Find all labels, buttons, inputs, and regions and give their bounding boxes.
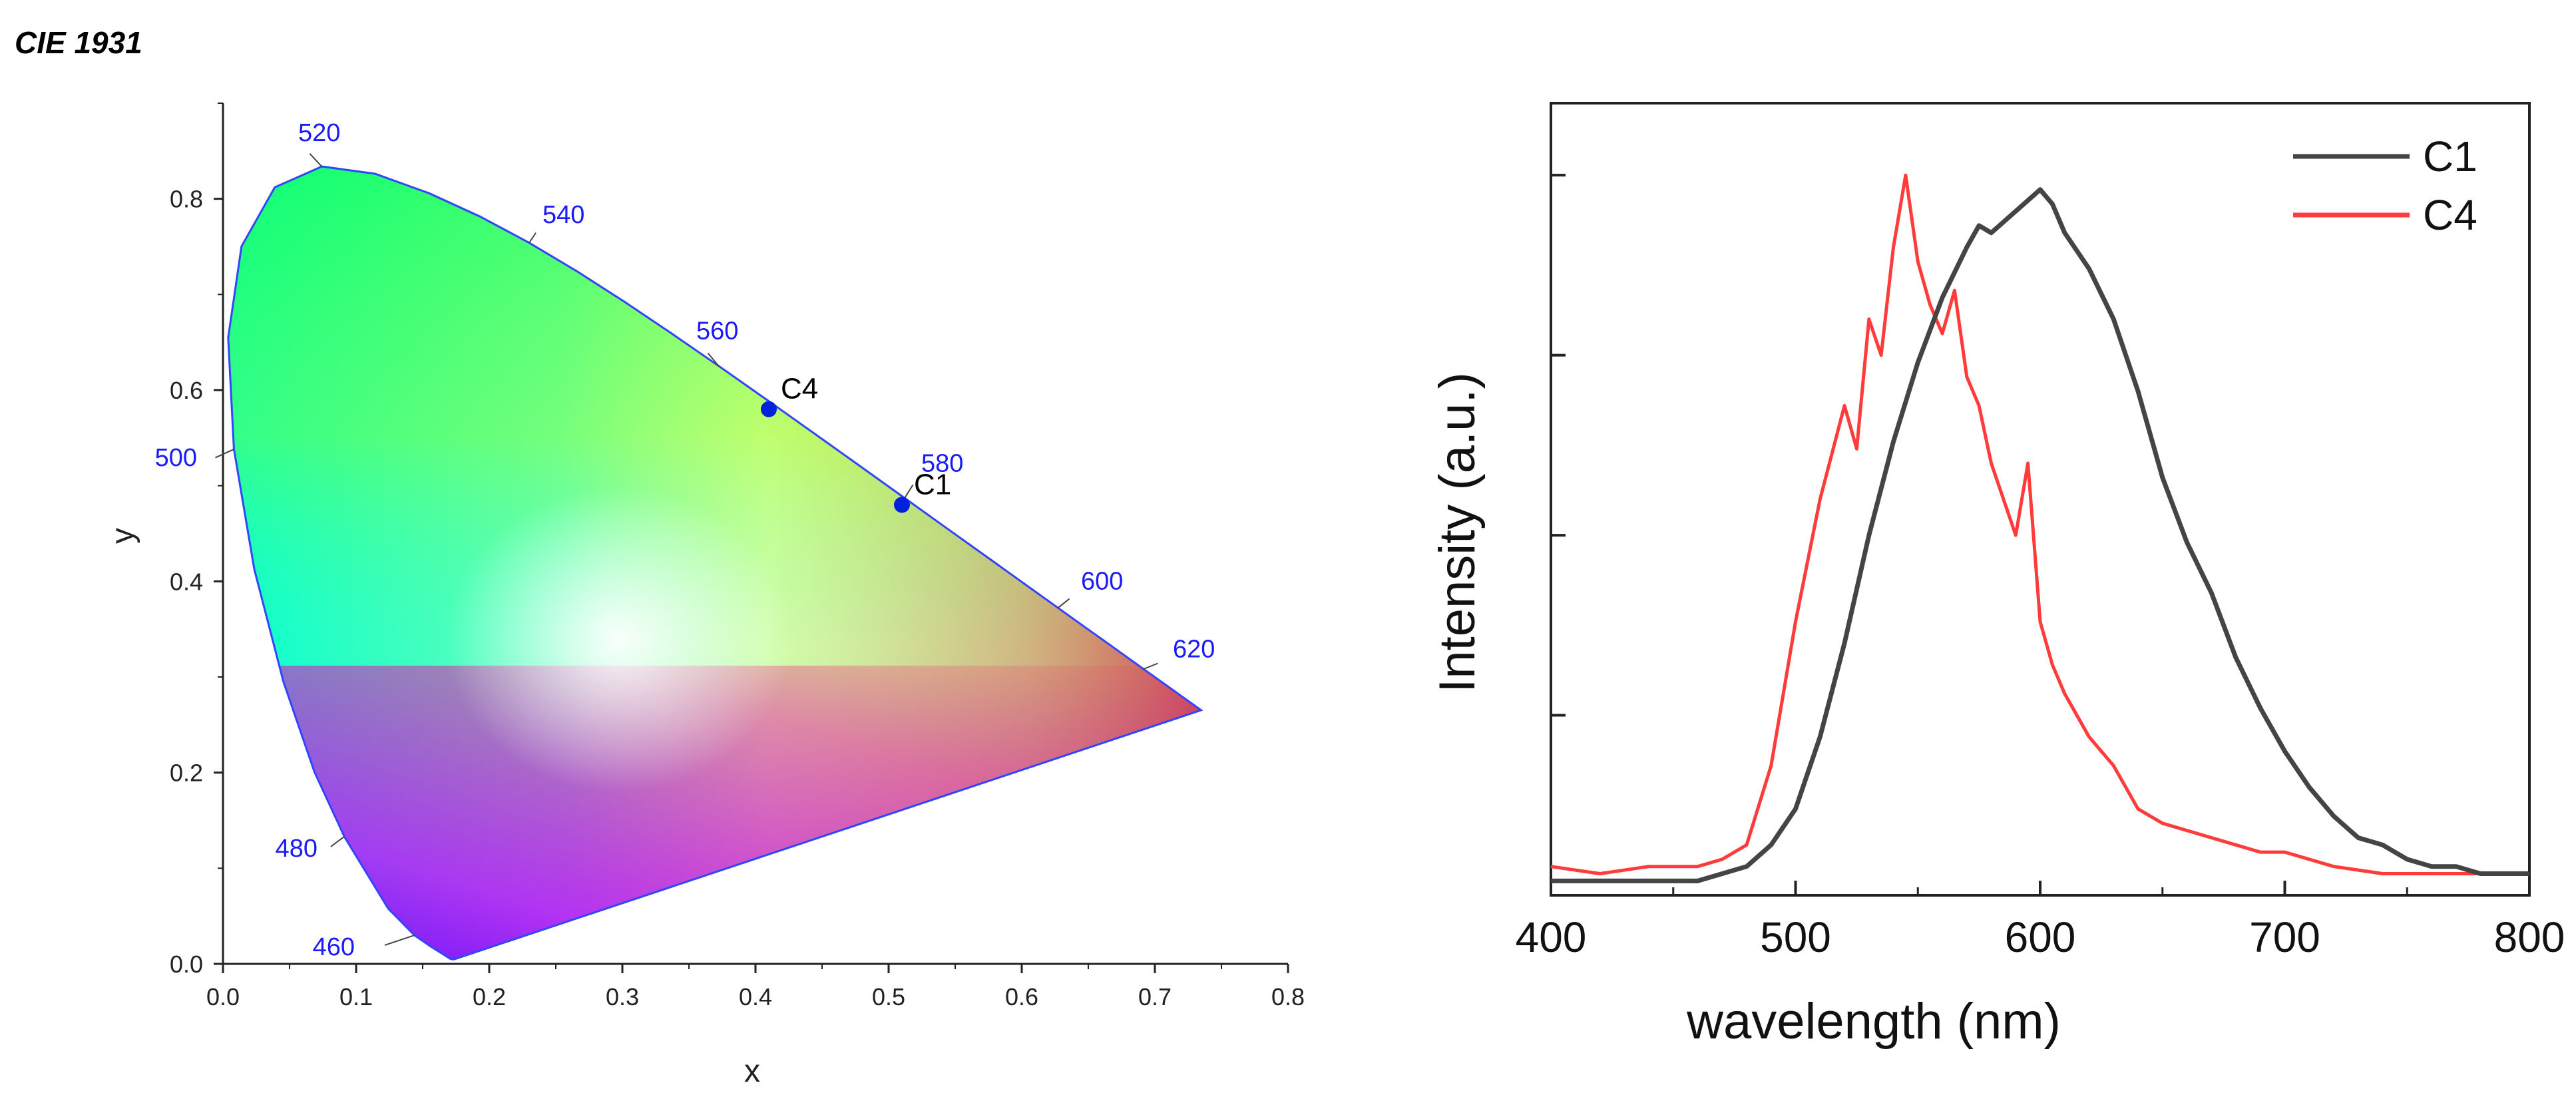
cie-y-tick-label: 0.2 [170, 760, 203, 787]
wavelength-label: 500 [155, 444, 197, 472]
cie-y-ticks: 0.0 0.2 0.4 0.6 0.8 [170, 103, 223, 978]
spectrum-series [1550, 173, 2529, 883]
wavelength-tick [707, 352, 720, 368]
cie-x-tick-label: 0.3 [606, 983, 639, 1010]
cie-x-tick-label: 0.6 [1005, 983, 1038, 1010]
wavelength-tick [384, 934, 415, 946]
legend-label-c4: C4 [2423, 191, 2477, 239]
cie-x-tick-label: 0.5 [872, 983, 905, 1010]
legend-label-c1: C1 [2423, 132, 2477, 180]
cie-x-ticks: 0.0 0.1 0.2 0.3 0.4 0.5 0.6 0.7 0.8 [206, 964, 1305, 1010]
wavelength-label: 480 [276, 835, 318, 863]
wavelength-tick [529, 232, 537, 244]
spectrum-x-axis-title: wavelength (nm) [1686, 993, 2061, 1050]
cie-x-tick-label: 0.4 [739, 983, 772, 1010]
series-line-c4 [1550, 173, 2529, 875]
point-c1 [894, 497, 910, 513]
point-label-c1: C1 [914, 468, 951, 501]
point-label-c4: C4 [781, 373, 818, 405]
wavelength-label: 560 [696, 318, 738, 345]
cie-x-tick-label: 0.7 [1138, 983, 1172, 1010]
cie-x-tick-label: 0.8 [1271, 983, 1305, 1010]
spectrum-plot-frame [1550, 102, 2531, 897]
cie-y-tick-label: 0.4 [170, 568, 203, 595]
spectral-locus-outline [227, 165, 1203, 961]
chromaticity-points: C4 C1 [761, 373, 951, 513]
wavelength-tick [1057, 598, 1070, 609]
wavelength-label: 580 [921, 449, 963, 477]
cie-y-tick-label: 0.8 [170, 186, 203, 213]
spectrum-y-ticks [1551, 174, 1566, 717]
cie-x-tick-label: 0.1 [339, 983, 373, 1010]
cie-x-axis-title: x [744, 1054, 760, 1089]
cie-y-tick-label: 0.0 [170, 951, 203, 978]
wavelength-tick [330, 836, 345, 847]
wavelength-tick [215, 449, 234, 459]
spectrum-x-tick-label: 400 [1516, 913, 1587, 961]
spectral-wavelength-labels: 460 480 500 520 540 560 580 600 620 [155, 119, 1215, 961]
wavelength-label: 540 [542, 201, 584, 229]
spectrum-y-axis-title: Intensity (a.u.) [1429, 372, 1486, 693]
wavelength-label: 520 [298, 119, 340, 147]
cie-x-tick-label: 0.0 [206, 983, 240, 1010]
point-c4 [761, 401, 777, 417]
page-title: CIE 1931 [15, 25, 142, 60]
series-line-c1 [1551, 187, 2529, 883]
spectrum-x-tick-label: 500 [1760, 913, 1831, 961]
cie-y-tick-label: 0.6 [170, 377, 203, 404]
spectrum-x-ticks: 400 500 600 700 800 [1516, 881, 2565, 961]
wavelength-tick [904, 484, 914, 499]
cie-x-tick-label: 0.2 [473, 983, 506, 1010]
spectrum-x-tick-label: 600 [2005, 913, 2076, 961]
spectrum-x-tick-label: 700 [2249, 913, 2320, 961]
wavelength-label: 600 [1081, 568, 1123, 596]
cie-chromaticity-chart: 0.0 0.1 0.2 0.3 0.4 0.5 0.6 0.7 0.8 0.0 0.2 0.4 0.6… [105, 103, 1305, 1089]
wavelength-label: 460 [313, 933, 355, 961]
wavelength-tick [309, 153, 322, 167]
wavelength-tick [1142, 662, 1158, 670]
spectrum-x-tick-label: 800 [2494, 913, 2565, 961]
wavelength-label: 620 [1173, 636, 1215, 664]
cie-y-axis-title: y [105, 528, 140, 544]
cie-color-gamut [228, 166, 1201, 960]
